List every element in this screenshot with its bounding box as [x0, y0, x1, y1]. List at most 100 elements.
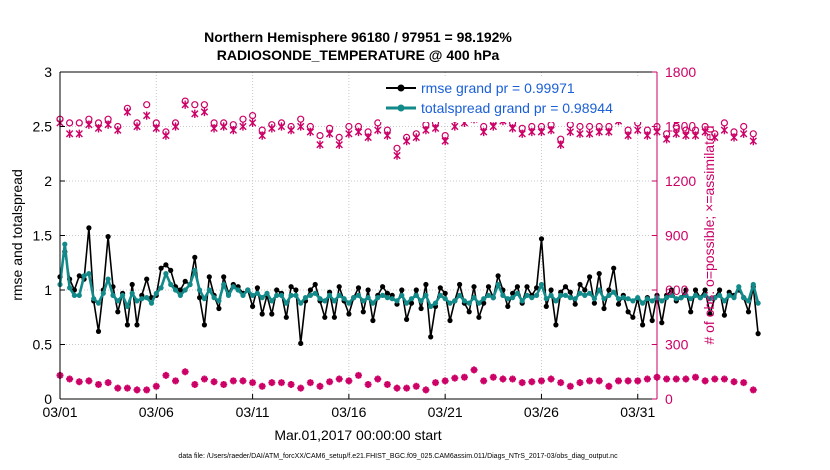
data-point — [509, 295, 516, 301]
data-point — [519, 298, 525, 304]
data-point — [731, 295, 737, 301]
obs-rejected-point — [605, 382, 613, 390]
obs-rejected-point — [624, 377, 632, 385]
data-point — [500, 292, 506, 298]
data-point — [360, 309, 366, 315]
data-point — [307, 287, 313, 293]
obs-possible-point — [65, 119, 74, 127]
data-point — [726, 292, 732, 298]
y-tick-label: 2 — [44, 173, 52, 189]
data-point — [587, 290, 593, 296]
data-point — [485, 284, 492, 290]
obs-possible-point — [740, 122, 748, 131]
data-point — [596, 271, 602, 277]
y-tick-label: 0 — [44, 391, 52, 407]
obs-assimilated-point — [422, 125, 430, 135]
obs-possible-point — [75, 119, 83, 127]
data-point — [302, 295, 309, 301]
data-point — [562, 284, 569, 290]
series-4 — [56, 366, 757, 394]
data-point — [177, 287, 183, 293]
data-point — [76, 292, 82, 298]
legend-rmse-marker — [397, 84, 405, 92]
obs-assimilated-point — [605, 127, 613, 137]
x-tick-label: 03/01 — [42, 404, 77, 420]
data-point — [649, 298, 655, 304]
y-tick-label: 2.5 — [33, 119, 53, 135]
data-point — [601, 296, 607, 302]
obs-assimilated-point — [557, 140, 565, 149]
data-point — [182, 287, 188, 293]
data-point — [413, 292, 419, 298]
data-point — [736, 284, 742, 290]
obs-rejected-point — [470, 366, 478, 374]
data-point — [567, 295, 573, 301]
y-tick-label: 3 — [44, 64, 52, 80]
data-point — [360, 298, 366, 304]
obs-assimilated-point — [431, 124, 440, 133]
data-point — [442, 296, 448, 302]
data-point — [707, 296, 713, 302]
data-point — [745, 298, 752, 304]
data-point — [476, 300, 482, 306]
data-point — [250, 303, 256, 309]
data-point — [355, 285, 362, 291]
y2-axis-label: # of obs: o=possible; ×=assimilated — [701, 125, 717, 344]
data-point — [254, 290, 260, 296]
data-point — [481, 300, 487, 306]
obs-assimilated-point — [547, 125, 555, 135]
obs-rejected-point — [682, 375, 690, 383]
data-point — [259, 311, 265, 317]
obs-rejected-point — [643, 375, 651, 383]
data-point — [240, 292, 246, 298]
obs-rejected-point — [412, 382, 420, 390]
data-point — [86, 225, 92, 231]
data-point — [577, 281, 583, 288]
obs-rejected-point — [422, 386, 430, 394]
x-tick-label: 03/26 — [524, 404, 559, 420]
data-point — [124, 303, 130, 309]
data-point — [481, 296, 487, 302]
obs-assimilated-point — [701, 127, 709, 137]
obs-rejected-point — [210, 378, 218, 386]
data-point — [606, 292, 612, 298]
data-point — [514, 290, 521, 296]
data-point — [712, 295, 718, 301]
data-point — [259, 295, 265, 301]
data-point — [365, 287, 371, 293]
data-point — [389, 296, 395, 302]
obs-assimilated-point — [94, 124, 103, 133]
obs-assimilated-point — [210, 124, 218, 133]
obs-rejected-point — [220, 380, 228, 388]
obs-possible-point — [249, 111, 257, 120]
obs-rejected-point — [200, 375, 208, 383]
obs-possible-point — [239, 115, 247, 123]
obs-assimilated-point — [508, 124, 517, 133]
data-point — [322, 314, 328, 320]
obs-assimilated-point — [374, 125, 382, 135]
data-point — [428, 303, 434, 309]
data-point — [384, 290, 390, 296]
data-point — [567, 289, 573, 295]
data-point — [582, 287, 588, 293]
obs-assimilated-point — [643, 131, 652, 140]
data-point — [144, 276, 150, 282]
data-point — [509, 290, 516, 296]
data-point — [702, 287, 708, 293]
data-point — [457, 292, 463, 298]
data-point — [264, 290, 270, 296]
data-point — [221, 274, 227, 280]
data-point — [298, 300, 304, 306]
data-point — [577, 290, 583, 296]
data-point — [206, 287, 212, 293]
obs-assimilated-point — [662, 135, 671, 144]
data-point — [172, 287, 179, 293]
data-point — [346, 300, 352, 306]
obs-rejected-point — [393, 384, 401, 392]
data-point — [115, 298, 121, 304]
data-point — [529, 295, 535, 301]
data-point — [351, 295, 357, 301]
data-point — [591, 300, 598, 306]
data-point — [370, 317, 376, 324]
data-point — [274, 292, 280, 298]
